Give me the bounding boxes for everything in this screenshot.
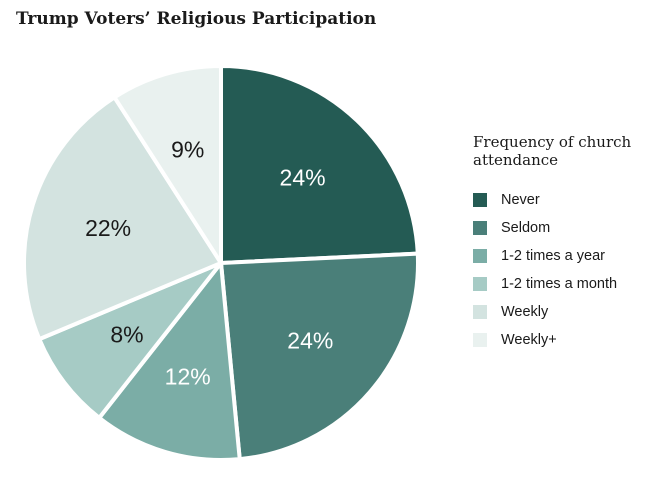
legend-label-3: 1-2 times a month [501,276,618,292]
legend-swatch-4 [473,305,487,319]
legend-label-0: Never [501,192,540,208]
legend: Never Seldom 1-2 times a year 1-2 times a m… [473,186,617,354]
pie-slice-4 [22,95,223,342]
slice-label-2: 12% [165,363,211,389]
slice-label-5: 9% [171,137,204,163]
legend-item-0: Never [473,186,617,214]
slice-label-0: 24% [280,164,326,190]
legend-item-1: Seldom [473,214,617,242]
legend-label-4: Weekly [501,304,549,320]
legend-label-2: 1-2 times a year [501,248,605,264]
legend-swatch-3 [473,277,487,291]
legend-item-3: 1-2 times a month [473,270,617,298]
pie-slice-0 [219,64,420,265]
legend-label-5: Weekly+ [501,332,557,348]
pie-slice-1 [219,251,420,462]
legend-title: Frequency of church attendance [473,133,632,169]
slice-label-3: 8% [110,322,143,348]
legend-item-5: Weekly+ [473,326,617,354]
slice-label-4: 22% [85,215,131,241]
legend-swatch-2 [473,249,487,263]
chart-title: Trump Voters’ Religious Participation [16,9,377,29]
legend-label-1: Seldom [501,220,551,236]
pie-slice-2 [97,261,242,462]
pie-slice-5 [112,64,223,265]
legend-swatch-5 [473,333,487,347]
legend-item-2: 1-2 times a year [473,242,617,270]
legend-swatch-0 [473,193,487,207]
legend-item-4: Weekly [473,298,617,326]
legend-swatch-1 [473,221,487,235]
slice-label-1: 24% [287,327,333,353]
